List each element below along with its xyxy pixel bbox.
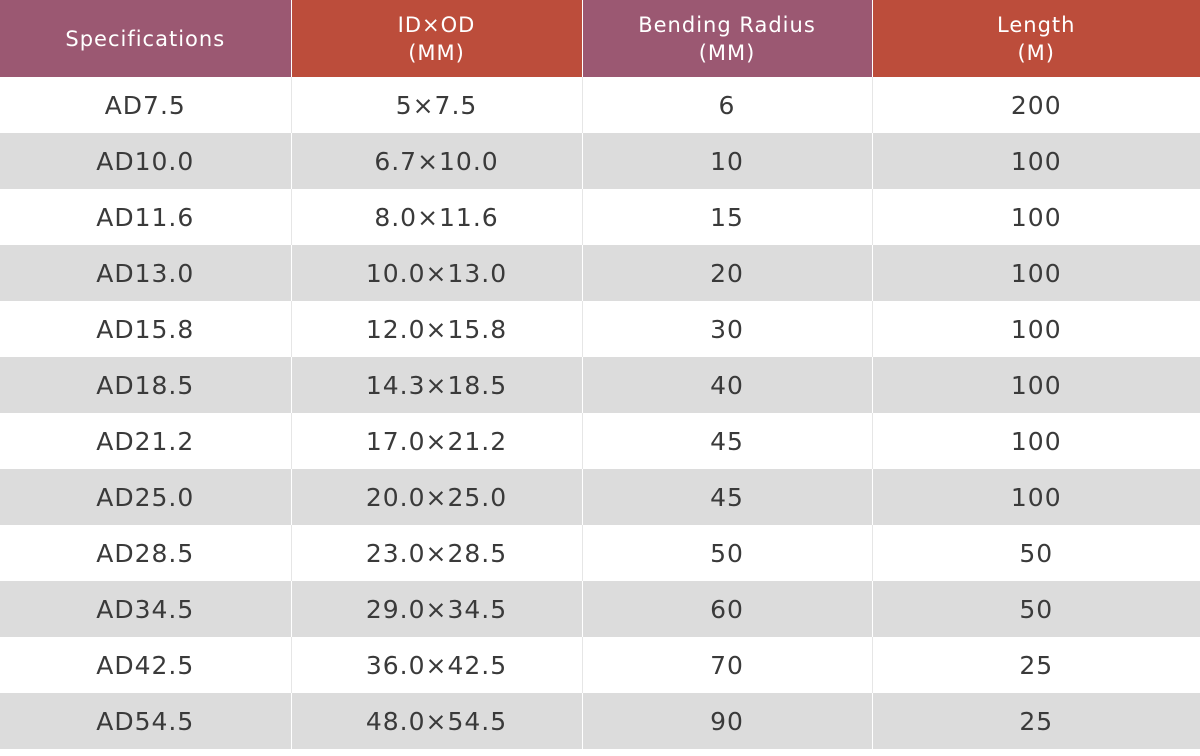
header-label: Bending Radius <box>638 12 816 37</box>
cell-specification: AD34.5 <box>0 581 291 637</box>
header-row: Specifications ID×OD (MM) Bending Radius… <box>0 0 1200 77</box>
table-row: AD18.5 14.3×18.5 40 100 <box>0 357 1200 413</box>
cell-id-od: 12.0×15.8 <box>290 301 582 357</box>
cell-specification: AD54.5 <box>0 693 291 749</box>
cell-bending-radius: 40 <box>581 357 872 413</box>
cell-bending-radius: 30 <box>581 301 872 357</box>
cell-id-od: 36.0×42.5 <box>290 637 582 693</box>
cell-bending-radius: 45 <box>581 469 872 525</box>
cell-length: 100 <box>871 301 1200 357</box>
table-row: AD28.5 23.0×28.5 50 50 <box>0 525 1200 581</box>
header-specifications: Specifications <box>0 0 291 77</box>
cell-specification: AD10.0 <box>0 133 291 189</box>
cell-specification: AD28.5 <box>0 525 291 581</box>
header-unit: (MM) <box>408 40 465 65</box>
header-length: Length (M) <box>871 0 1200 77</box>
cell-id-od: 8.0×11.6 <box>290 189 582 245</box>
cell-bending-radius: 60 <box>581 581 872 637</box>
cell-length: 200 <box>871 77 1200 133</box>
cell-bending-radius: 70 <box>581 637 872 693</box>
table-row: AD11.6 8.0×11.6 15 100 <box>0 189 1200 245</box>
cell-id-od: 14.3×18.5 <box>290 357 582 413</box>
cell-bending-radius: 10 <box>581 133 872 189</box>
cell-bending-radius: 20 <box>581 245 872 301</box>
cell-id-od: 20.0×25.0 <box>290 469 582 525</box>
table-header: Specifications ID×OD (MM) Bending Radius… <box>0 0 1200 77</box>
cell-id-od: 5×7.5 <box>290 77 582 133</box>
header-label: Length <box>997 12 1076 37</box>
cell-bending-radius: 15 <box>581 189 872 245</box>
cell-bending-radius: 90 <box>581 693 872 749</box>
cell-id-od: 29.0×34.5 <box>290 581 582 637</box>
cell-id-od: 6.7×10.0 <box>290 133 582 189</box>
cell-length: 100 <box>871 133 1200 189</box>
cell-id-od: 17.0×21.2 <box>290 413 582 469</box>
table-row: AD21.2 17.0×21.2 45 100 <box>0 413 1200 469</box>
cell-specification: AD25.0 <box>0 469 291 525</box>
cell-length: 100 <box>871 189 1200 245</box>
cell-specification: AD15.8 <box>0 301 291 357</box>
header-unit: (M) <box>1017 40 1055 65</box>
table-row: AD7.5 5×7.5 6 200 <box>0 77 1200 133</box>
cell-specification: AD13.0 <box>0 245 291 301</box>
table-row: AD15.8 12.0×15.8 30 100 <box>0 301 1200 357</box>
header-label: ID×OD <box>397 12 476 37</box>
cell-id-od: 10.0×13.0 <box>290 245 582 301</box>
cell-specification: AD7.5 <box>0 77 291 133</box>
cell-specification: AD21.2 <box>0 413 291 469</box>
header-id-od: ID×OD (MM) <box>290 0 582 77</box>
cell-specification: AD11.6 <box>0 189 291 245</box>
cell-length: 100 <box>871 413 1200 469</box>
cell-specification: AD18.5 <box>0 357 291 413</box>
cell-length: 100 <box>871 245 1200 301</box>
header-label: Specifications <box>65 26 226 51</box>
cell-length: 100 <box>871 469 1200 525</box>
table-row: AD10.0 6.7×10.0 10 100 <box>0 133 1200 189</box>
cell-length: 25 <box>871 637 1200 693</box>
cell-id-od: 48.0×54.5 <box>290 693 582 749</box>
cell-bending-radius: 45 <box>581 413 872 469</box>
cell-length: 50 <box>871 581 1200 637</box>
cell-specification: AD42.5 <box>0 637 291 693</box>
cell-bending-radius: 6 <box>581 77 872 133</box>
header-bending-radius: Bending Radius (MM) <box>581 0 872 77</box>
cell-length: 50 <box>871 525 1200 581</box>
cell-length: 25 <box>871 693 1200 749</box>
table-row: AD25.0 20.0×25.0 45 100 <box>0 469 1200 525</box>
table-row: AD13.0 10.0×13.0 20 100 <box>0 245 1200 301</box>
table-row: AD34.5 29.0×34.5 60 50 <box>0 581 1200 637</box>
table-row: AD54.5 48.0×54.5 90 25 <box>0 693 1200 749</box>
table-row: AD42.5 36.0×42.5 70 25 <box>0 637 1200 693</box>
header-unit: (MM) <box>698 40 756 65</box>
cell-id-od: 23.0×28.5 <box>290 525 582 581</box>
table-body: AD7.5 5×7.5 6 200 AD10.0 6.7×10.0 10 100… <box>0 77 1200 749</box>
cell-bending-radius: 50 <box>581 525 872 581</box>
cell-length: 100 <box>871 357 1200 413</box>
